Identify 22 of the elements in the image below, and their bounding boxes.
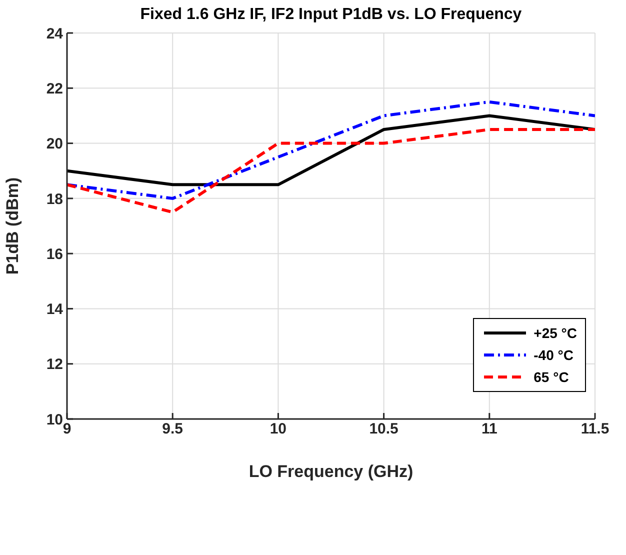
line-series (67, 114, 595, 186)
x-tick-label: 10.5 (369, 420, 398, 438)
y-tick-label: 18 (46, 190, 63, 208)
y-tick-label: 14 (46, 301, 64, 318)
line-series (67, 128, 595, 214)
y-axis-title: P1dB (dBm) (3, 177, 22, 275)
x-tick-label: 9.5 (162, 420, 184, 438)
y-tick-label: 20 (46, 136, 63, 153)
legend-label: -40 °C (534, 347, 574, 363)
y-tick-label: 22 (46, 80, 63, 98)
y-tick-label: 12 (46, 356, 63, 374)
line-series (67, 100, 595, 200)
x-axis-title: LO Frequency (GHz) (248, 462, 414, 481)
x-tick-label: 9 (62, 420, 72, 438)
y-tick-label: 16 (46, 246, 63, 263)
y-tick-label: 24 (46, 25, 64, 42)
x-tick-label: 10 (270, 420, 287, 438)
chart-title: Fixed 1.6 GHz IF, IF2 Input P1dB vs. LO Frequency (139, 6, 523, 24)
x-tick-label: 11.5 (580, 420, 610, 438)
legend-label: +25 °C (534, 325, 577, 341)
legend-label: 65 °C (534, 369, 569, 385)
x-tick-label: 11 (481, 420, 498, 438)
